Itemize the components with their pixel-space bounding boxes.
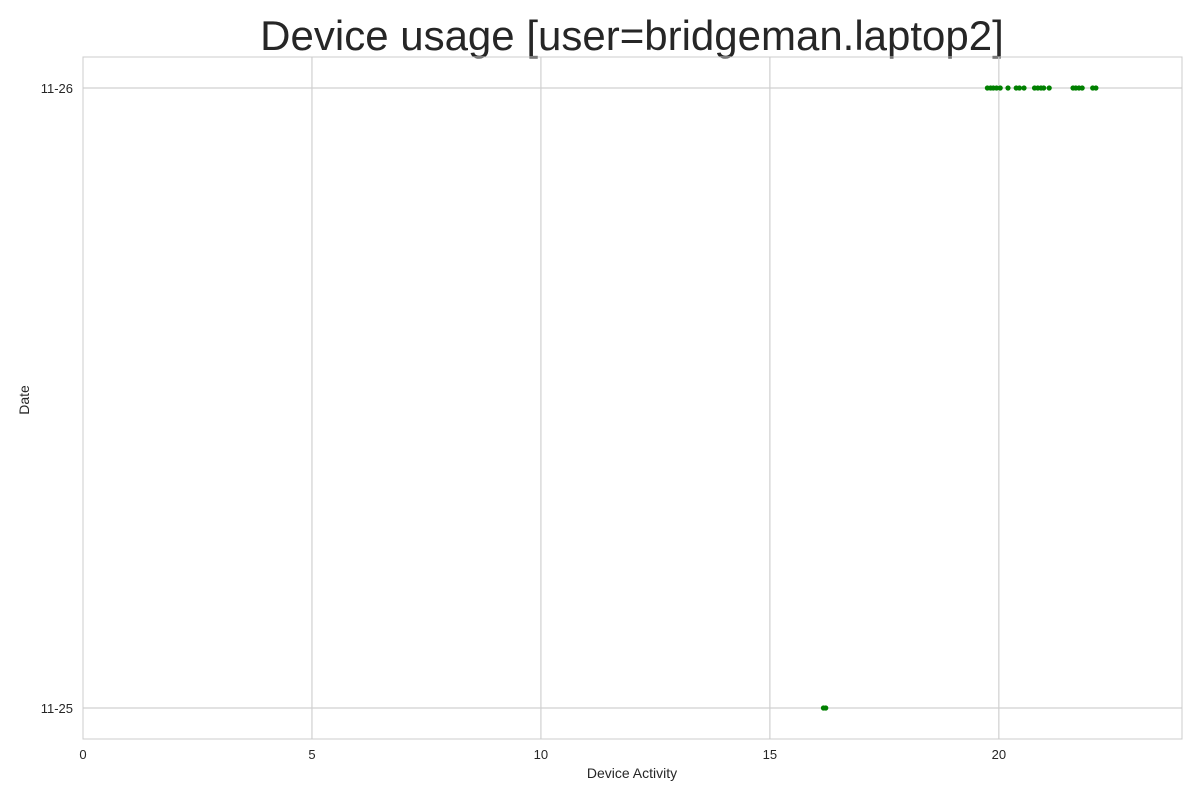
grid-lines bbox=[83, 57, 1182, 739]
data-point bbox=[1041, 85, 1047, 91]
data-point bbox=[993, 85, 1000, 91]
data-point bbox=[1005, 85, 1011, 91]
data-point bbox=[1079, 85, 1085, 91]
y-axis-ticks: 11-25 11-26 bbox=[41, 81, 73, 716]
x-tick-label: 0 bbox=[79, 747, 86, 762]
x-axis-label: Device Activity bbox=[587, 765, 677, 781]
plot-area bbox=[82, 56, 1183, 740]
x-tick-label: 10 bbox=[534, 747, 548, 762]
x-tick-label: 20 bbox=[992, 747, 1006, 762]
data-point bbox=[1021, 85, 1027, 91]
data-point bbox=[1016, 85, 1023, 91]
chart-title: Device usage [user=bridgeman.laptop2] bbox=[260, 12, 1004, 59]
x-tick-label: 15 bbox=[763, 747, 777, 762]
y-tick-label: 11-25 bbox=[41, 701, 73, 716]
data-point bbox=[1093, 85, 1099, 91]
data-points bbox=[820, 85, 1099, 711]
data-point bbox=[997, 85, 1003, 91]
y-axis-label: Date bbox=[16, 385, 32, 415]
y-tick-label: 11-26 bbox=[41, 81, 73, 96]
x-tick-label: 5 bbox=[308, 747, 315, 762]
x-axis-ticks: 0 5 10 15 20 bbox=[79, 747, 1006, 762]
data-point bbox=[823, 705, 829, 711]
data-point bbox=[1046, 85, 1052, 91]
